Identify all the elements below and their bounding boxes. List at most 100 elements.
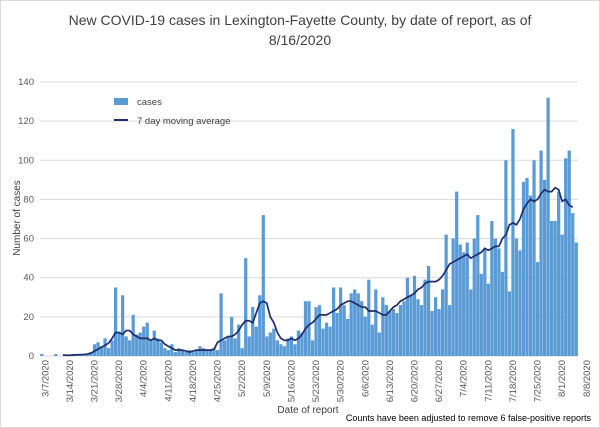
case-bar bbox=[476, 215, 480, 356]
case-bar bbox=[426, 265, 431, 356]
case-bar bbox=[92, 344, 97, 356]
case-bar bbox=[486, 283, 490, 356]
case-bar bbox=[430, 310, 434, 356]
legend-cases-swatch bbox=[114, 98, 128, 105]
y-tick-label: 60 bbox=[23, 234, 34, 245]
case-bar bbox=[518, 250, 522, 356]
case-bar bbox=[170, 344, 174, 356]
case-bar bbox=[282, 346, 287, 356]
case-bar bbox=[265, 336, 269, 356]
case-bar bbox=[384, 305, 388, 356]
x-tick-label: 4/18/2020 bbox=[188, 360, 199, 402]
case-bar bbox=[546, 97, 550, 356]
case-bar bbox=[419, 305, 424, 356]
y-tick-label: 120 bbox=[18, 116, 34, 127]
case-bar bbox=[444, 234, 448, 356]
y-tick-labels: 0 20 40 60 80 100 120 140 bbox=[18, 77, 34, 362]
case-bar bbox=[353, 289, 357, 356]
case-bar bbox=[113, 287, 118, 356]
case-bar bbox=[293, 344, 297, 356]
case-bar bbox=[483, 248, 487, 356]
case-bar bbox=[321, 328, 325, 356]
case-bar bbox=[187, 350, 192, 356]
case-bar bbox=[448, 305, 452, 356]
y-tick-label: 140 bbox=[18, 77, 34, 88]
case-bar bbox=[553, 220, 557, 356]
case-bar bbox=[433, 297, 438, 356]
case-bar bbox=[163, 348, 167, 356]
case-bar bbox=[300, 332, 304, 356]
case-bar bbox=[328, 326, 332, 356]
case-bar bbox=[416, 299, 420, 356]
case-bar bbox=[286, 338, 290, 356]
case-bar bbox=[402, 301, 406, 356]
case-bar bbox=[377, 332, 381, 356]
case-bar bbox=[455, 191, 459, 356]
case-bar bbox=[131, 314, 135, 356]
case-bar bbox=[103, 338, 107, 356]
case-bar bbox=[335, 312, 339, 356]
case-bar bbox=[184, 352, 188, 356]
case-bar bbox=[194, 350, 199, 356]
case-bar bbox=[560, 234, 564, 356]
case-bar bbox=[472, 238, 476, 356]
case-bar bbox=[356, 293, 360, 356]
moving-average-line bbox=[62, 186, 574, 357]
case-bar bbox=[128, 340, 132, 356]
case-bar bbox=[381, 297, 385, 356]
case-bar bbox=[412, 275, 417, 356]
case-bar bbox=[254, 326, 258, 356]
case-bar bbox=[525, 177, 529, 356]
case-bar bbox=[85, 354, 90, 356]
case-bar bbox=[268, 332, 272, 356]
case-bar bbox=[149, 340, 153, 356]
chart-title-line-2: 8/16/2020 bbox=[268, 32, 332, 48]
x-tick-label: 5/30/2020 bbox=[336, 360, 347, 402]
case-bar bbox=[370, 324, 374, 356]
case-bar bbox=[465, 242, 469, 356]
case-bar bbox=[542, 179, 547, 356]
case-bar bbox=[339, 287, 343, 356]
case-bar bbox=[539, 150, 543, 356]
y-tick-label: 20 bbox=[23, 312, 34, 323]
case-bar bbox=[317, 305, 322, 356]
case-bar bbox=[152, 330, 156, 356]
case-bar bbox=[121, 295, 125, 356]
chart-title-line-1: New COVID-19 cases in Lexington-Fayette … bbox=[68, 12, 532, 28]
case-bar bbox=[244, 258, 248, 356]
case-bar bbox=[564, 158, 568, 356]
case-bar bbox=[479, 273, 483, 356]
case-bar bbox=[138, 332, 142, 356]
case-bar bbox=[493, 238, 497, 356]
chart-title: New COVID-19 cases in Lexington-Fayette … bbox=[0, 10, 600, 50]
case-bar bbox=[310, 340, 315, 356]
case-bar bbox=[237, 324, 241, 356]
case-bar bbox=[490, 220, 494, 356]
case-bar bbox=[388, 310, 392, 356]
case-bar bbox=[222, 340, 227, 356]
case-bar bbox=[117, 332, 121, 356]
case-bar bbox=[307, 301, 311, 356]
case-bar bbox=[156, 338, 160, 356]
x-axis-title: Date of report bbox=[277, 405, 338, 416]
case-bar bbox=[110, 340, 114, 356]
case-bar bbox=[180, 350, 185, 356]
case-bar bbox=[279, 344, 283, 356]
case-bar bbox=[54, 354, 58, 356]
x-tick-label: 8/1/2020 bbox=[557, 360, 568, 397]
x-tick-label: 5/23/2020 bbox=[311, 360, 322, 402]
case-bar bbox=[173, 352, 177, 356]
cases-bars bbox=[40, 97, 578, 356]
case-bar bbox=[289, 336, 294, 356]
case-bar bbox=[342, 305, 346, 356]
case-bar bbox=[296, 330, 301, 356]
x-tick-label: 4/25/2020 bbox=[213, 360, 224, 402]
x-tick-label: 4/11/2020 bbox=[163, 360, 174, 402]
case-bar bbox=[261, 215, 265, 356]
case-bar bbox=[550, 220, 554, 356]
case-bar bbox=[398, 305, 403, 356]
case-bar bbox=[247, 336, 251, 356]
case-bar bbox=[212, 348, 216, 356]
case-bar bbox=[360, 301, 364, 356]
